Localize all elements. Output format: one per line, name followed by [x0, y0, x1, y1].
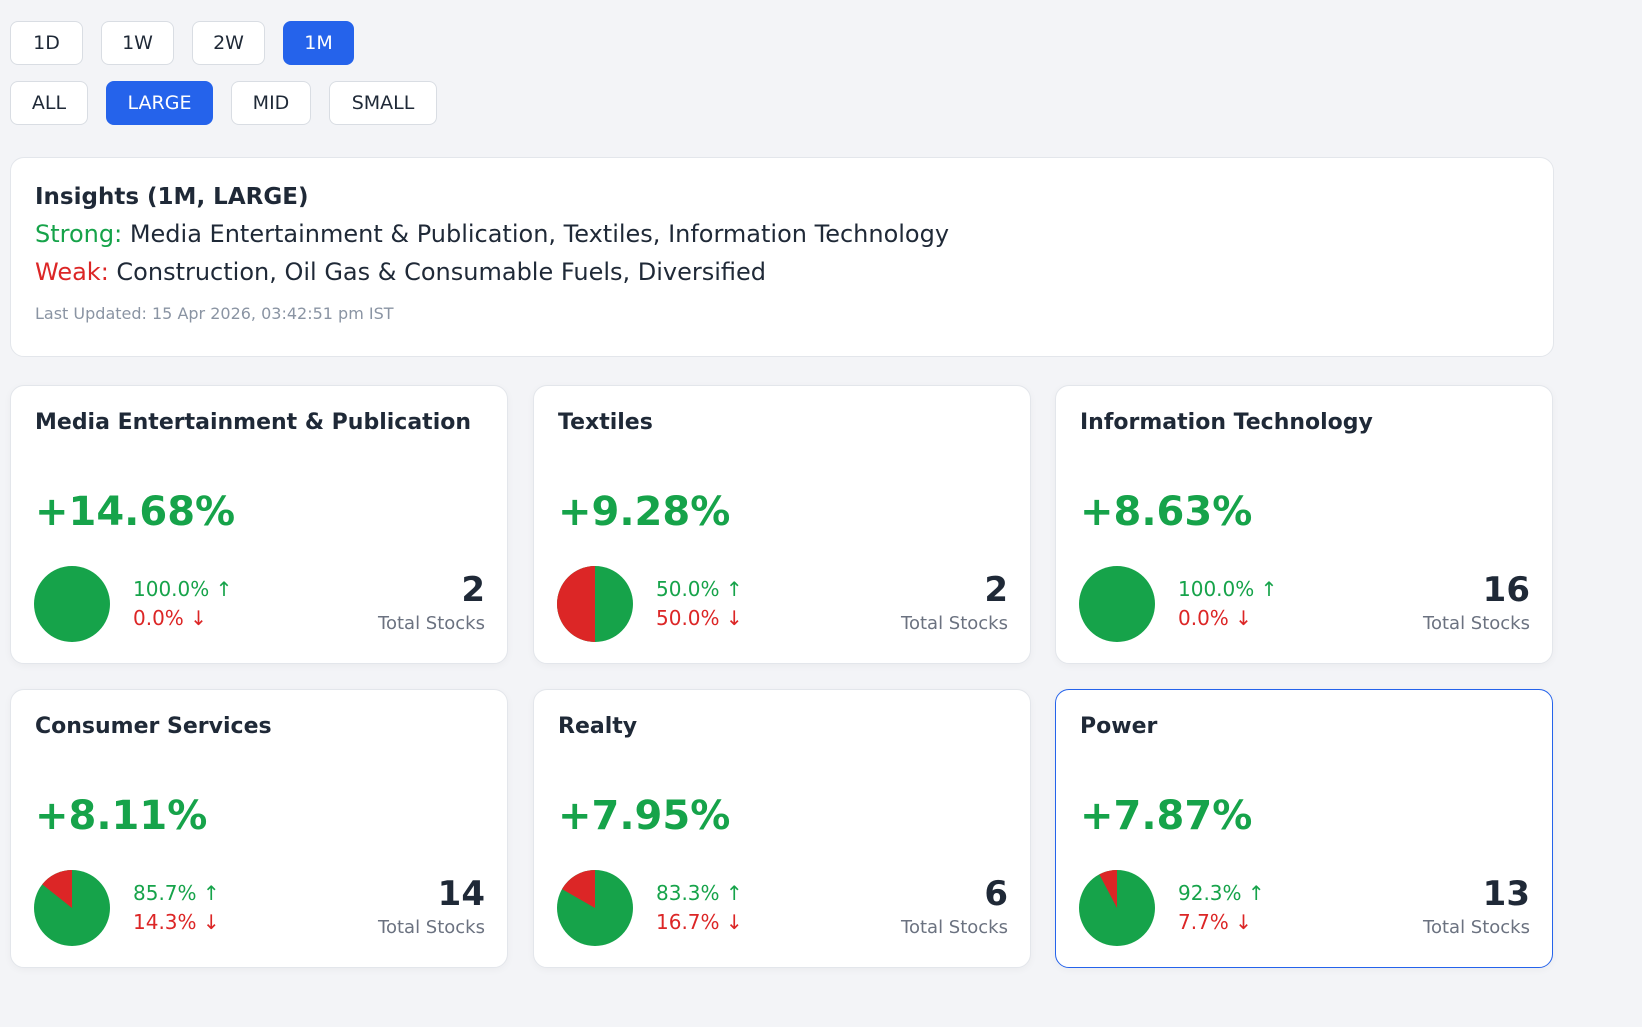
sector-name: Textiles: [558, 410, 653, 435]
sector-card[interactable]: Information Technology +8.63% 100.0% ↑ 0…: [1055, 385, 1553, 664]
insights-panel: Insights (1M, LARGE) Strong: Media Enter…: [10, 157, 1554, 357]
sector-name: Media Entertainment & Publication: [35, 410, 472, 435]
period-1w-button[interactable]: 1W: [101, 21, 174, 65]
sector-name: Realty: [558, 714, 638, 739]
advancing-percent: 100.0% ↑: [1178, 577, 1278, 601]
total-stocks-label: Total Stocks: [901, 917, 1008, 938]
advancing-percent: 92.3% ↑: [1178, 881, 1265, 905]
declining-percent: 50.0% ↓: [656, 606, 743, 630]
weak-sectors: Weak: Construction, Oil Gas & Consumable…: [35, 258, 1529, 286]
breadth-pie-chart: [34, 566, 110, 642]
total-stocks-label: Total Stocks: [1423, 917, 1530, 938]
declining-percent: 16.7% ↓: [656, 910, 743, 934]
cap-large-button[interactable]: LARGE: [106, 81, 213, 125]
declining-percent: 0.0% ↓: [1178, 606, 1252, 630]
cap-all-button[interactable]: ALL: [10, 81, 88, 125]
breadth-pie-chart: [557, 870, 633, 946]
total-stocks-count: 13: [1482, 874, 1530, 914]
weak-text: Construction, Oil Gas & Consumable Fuels…: [108, 258, 767, 286]
cap-small-button[interactable]: SMALL: [329, 81, 437, 125]
sector-card[interactable]: Textiles +9.28% 50.0% ↑ 50.0% ↓ 2 Total …: [533, 385, 1031, 664]
sector-card[interactable]: Power +7.87% 92.3% ↑ 7.7% ↓ 13 Total Sto…: [1055, 689, 1553, 968]
sector-change: +7.87%: [1080, 793, 1253, 839]
strong-label: Strong:: [35, 220, 123, 248]
pie-slice-declining: [557, 566, 595, 642]
total-stocks-label: Total Stocks: [378, 613, 485, 634]
period-filter: 1D 1W 2W 1M: [10, 21, 354, 65]
pie-slice-advancing: [1079, 566, 1155, 642]
breadth-pie-chart: [1079, 566, 1155, 642]
period-1d-button[interactable]: 1D: [10, 21, 83, 65]
total-stocks-count: 16: [1482, 570, 1530, 610]
cap-mid-button[interactable]: MID: [231, 81, 311, 125]
sector-card[interactable]: Media Entertainment & Publication +14.68…: [10, 385, 508, 664]
sector-name: Information Technology: [1080, 410, 1373, 435]
declining-percent: 0.0% ↓: [133, 606, 207, 630]
total-stocks-count: 2: [461, 570, 485, 610]
advancing-percent: 83.3% ↑: [656, 881, 743, 905]
advancing-percent: 50.0% ↑: [656, 577, 743, 601]
total-stocks-label: Total Stocks: [378, 917, 485, 938]
sector-change: +9.28%: [558, 489, 731, 535]
advancing-percent: 100.0% ↑: [133, 577, 233, 601]
declining-percent: 7.7% ↓: [1178, 910, 1252, 934]
insights-title: Insights (1M, LARGE): [35, 184, 309, 210]
sector-change: +8.11%: [35, 793, 208, 839]
declining-percent: 14.3% ↓: [133, 910, 220, 934]
breadth-pie-chart: [557, 566, 633, 642]
breadth-pie-chart: [1079, 870, 1155, 946]
strong-sectors: Strong: Media Entertainment & Publicatio…: [35, 220, 1529, 248]
weak-label: Weak:: [35, 258, 109, 286]
total-stocks-label: Total Stocks: [1423, 613, 1530, 634]
total-stocks-count: 2: [984, 570, 1008, 610]
sector-name: Power: [1080, 714, 1158, 739]
advancing-percent: 85.7% ↑: [133, 881, 220, 905]
sector-card[interactable]: Realty +7.95% 83.3% ↑ 16.7% ↓ 6 Total St…: [533, 689, 1031, 968]
sector-change: +14.68%: [35, 489, 236, 535]
pie-slice-declining: [42, 870, 72, 908]
period-1m-button[interactable]: 1M: [283, 21, 354, 65]
total-stocks-count: 6: [984, 874, 1008, 914]
pie-slice-advancing: [34, 566, 110, 642]
pie-slice-declining: [1099, 870, 1117, 908]
pie-slice-declining: [562, 870, 595, 908]
sector-name: Consumer Services: [35, 714, 272, 739]
period-2w-button[interactable]: 2W: [192, 21, 265, 65]
breadth-pie-chart: [34, 870, 110, 946]
total-stocks-label: Total Stocks: [901, 613, 1008, 634]
total-stocks-count: 14: [437, 874, 485, 914]
sector-change: +7.95%: [558, 793, 731, 839]
cap-filter: ALL LARGE MID SMALL: [10, 81, 437, 125]
last-updated: Last Updated: 15 Apr 2026, 03:42:51 pm I…: [35, 304, 394, 323]
sector-change: +8.63%: [1080, 489, 1253, 535]
sector-card[interactable]: Consumer Services +8.11% 85.7% ↑ 14.3% ↓…: [10, 689, 508, 968]
strong-text: Media Entertainment & Publication, Texti…: [122, 220, 950, 248]
